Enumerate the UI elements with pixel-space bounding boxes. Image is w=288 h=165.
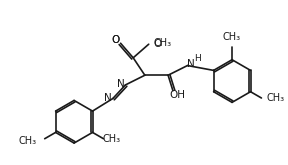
Text: H: H [194, 54, 200, 63]
Text: CH₃: CH₃ [154, 38, 172, 48]
Text: CH₃: CH₃ [266, 93, 285, 103]
Text: O: O [112, 35, 120, 45]
Text: N: N [117, 79, 124, 89]
Text: CH₃: CH₃ [223, 32, 241, 42]
Text: N: N [104, 93, 112, 102]
Text: N: N [187, 59, 194, 69]
Text: CH₃: CH₃ [19, 136, 37, 146]
Text: O: O [153, 39, 162, 49]
Text: O: O [112, 35, 120, 45]
Text: CH₃: CH₃ [102, 134, 120, 144]
Text: OH: OH [170, 90, 186, 100]
